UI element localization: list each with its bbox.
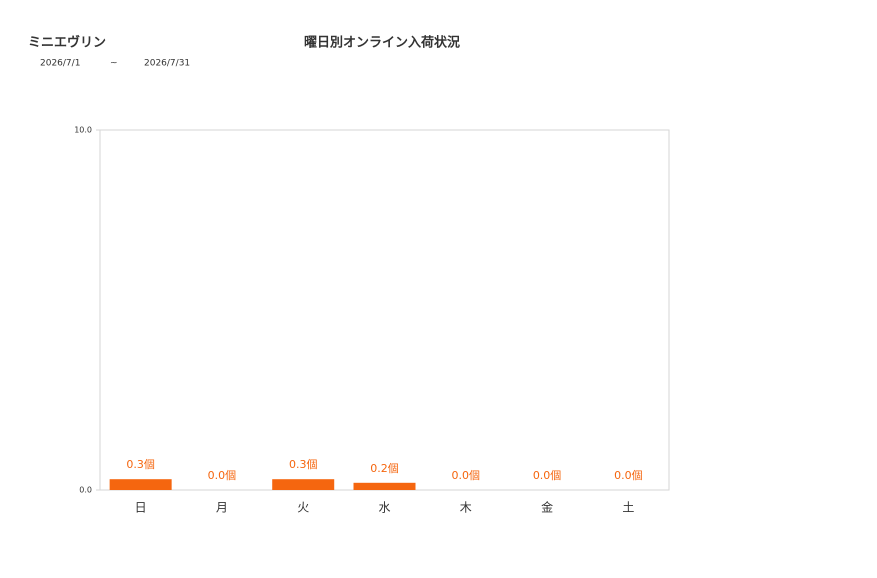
value-label: 0.0個	[208, 469, 237, 482]
plot-frame	[99, 129, 670, 491]
x-tick-label: 土	[622, 501, 634, 515]
y-tick-label: 0.0	[79, 486, 92, 495]
value-label: 0.0個	[452, 469, 481, 482]
x-tick-label: 火	[297, 501, 309, 515]
date-from: 2026/7/1	[40, 59, 80, 69]
x-tick-label: 月	[216, 501, 228, 515]
bar	[272, 479, 335, 490]
value-label: 0.3個	[126, 458, 155, 471]
bar	[353, 482, 416, 490]
chart-title: 曜日別オンライン入荷状況	[304, 35, 460, 51]
value-label: 0.0個	[533, 469, 562, 482]
x-tick-label: 日	[135, 501, 147, 515]
subtitle: ミニエヴリン	[28, 35, 106, 51]
date-to: 2026/7/31	[144, 59, 190, 69]
x-tick-label: 水	[378, 501, 390, 515]
date-separator: ~	[110, 59, 118, 69]
y-tick-label: 10.0	[74, 126, 92, 135]
value-label: 0.2個	[370, 462, 399, 475]
value-label: 0.0個	[614, 469, 643, 482]
x-tick-label: 木	[460, 501, 472, 515]
bar	[109, 479, 172, 490]
value-label: 0.3個	[289, 458, 318, 471]
x-tick-label: 金	[541, 500, 553, 515]
